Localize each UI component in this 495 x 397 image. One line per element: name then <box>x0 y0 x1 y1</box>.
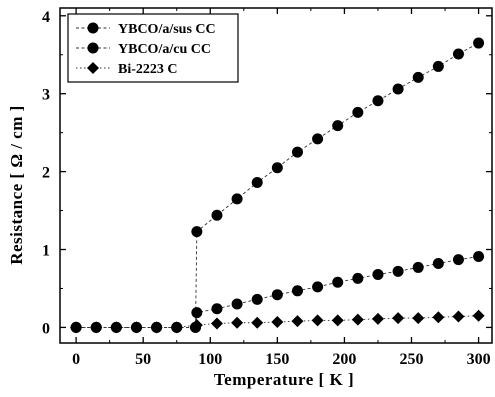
legend-marker <box>87 42 99 54</box>
x-tick-label: 100 <box>198 351 222 368</box>
data-point <box>271 289 283 301</box>
x-tick-label: 150 <box>265 351 289 368</box>
data-point <box>472 309 485 322</box>
data-point <box>432 258 444 270</box>
data-point <box>392 83 404 95</box>
data-point <box>452 48 464 60</box>
data-point <box>170 321 183 334</box>
legend-marker <box>87 22 99 34</box>
data-point <box>392 312 405 325</box>
data-point <box>452 310 465 323</box>
legend-label: YBCO/a/cu CC <box>118 42 211 57</box>
data-point <box>412 261 424 273</box>
y-tick-label: 0 <box>42 320 50 337</box>
series-line <box>76 256 479 328</box>
data-point <box>271 162 283 174</box>
data-point <box>191 226 203 238</box>
data-point <box>251 293 263 305</box>
data-point <box>312 281 324 293</box>
data-point <box>392 265 404 277</box>
data-point <box>311 314 324 327</box>
data-point <box>210 317 223 330</box>
data-point <box>150 321 163 334</box>
legend-marker <box>87 62 99 74</box>
y-tick-label: 1 <box>42 243 50 260</box>
data-point <box>372 268 384 280</box>
series-line <box>76 42 479 328</box>
data-point <box>291 146 303 158</box>
data-point <box>90 321 103 334</box>
x-tick-label: 200 <box>332 351 356 368</box>
data-point <box>211 209 223 221</box>
data-point <box>412 71 424 83</box>
data-point <box>291 315 304 328</box>
data-point <box>351 313 364 326</box>
data-point <box>332 120 344 132</box>
data-point <box>331 314 344 327</box>
data-point <box>130 321 143 334</box>
data-point <box>231 298 243 310</box>
data-point <box>271 315 284 328</box>
data-point <box>332 276 344 288</box>
data-point <box>452 254 464 266</box>
data-point <box>70 321 83 334</box>
legend-label: Bi-2223 C <box>118 62 178 77</box>
data-point <box>251 177 263 189</box>
data-point <box>190 319 203 332</box>
legend-label: YBCO/a/sus CC <box>118 22 216 37</box>
y-tick-label: 2 <box>42 165 50 182</box>
x-axis-label: Temperature [ K ] <box>214 370 354 389</box>
data-point <box>312 133 324 145</box>
data-point <box>371 312 384 325</box>
x-tick-label: 250 <box>400 351 424 368</box>
data-point <box>251 316 264 329</box>
legend: YBCO/a/sus CC YBCO/a/cu CC Bi-2223 C <box>67 13 239 83</box>
x-tick-label: 50 <box>135 351 151 368</box>
data-point <box>291 285 303 297</box>
series-3 <box>70 309 485 334</box>
data-point <box>110 321 123 334</box>
data-point <box>473 37 485 49</box>
data-point <box>352 272 364 284</box>
data-point <box>352 106 364 118</box>
y-tick-label: 3 <box>42 87 50 104</box>
y-axis-label: Resistance [ Ω / cm ] <box>7 105 26 265</box>
x-tick-label: 0 <box>72 351 80 368</box>
data-point <box>432 60 444 72</box>
data-point <box>372 95 384 107</box>
data-point <box>211 303 223 315</box>
data-point <box>231 193 243 205</box>
data-point <box>412 312 425 325</box>
data-point <box>191 307 203 319</box>
x-tick-label: 300 <box>467 351 491 368</box>
y-tick-label: 4 <box>42 9 50 26</box>
data-point <box>473 251 485 263</box>
data-point <box>432 311 445 324</box>
data-point <box>231 316 244 329</box>
plot-frame <box>59 7 493 344</box>
